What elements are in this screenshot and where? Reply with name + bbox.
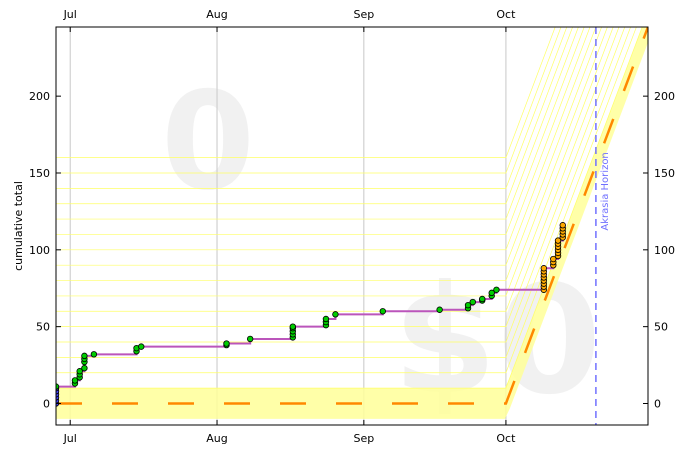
watermark-layer: 0 $0 <box>161 63 601 428</box>
x-tick-label-bottom: Sep <box>353 432 374 445</box>
road-guide-line <box>56 27 643 389</box>
road-guide-line <box>56 27 608 297</box>
y-tick-label-left: 150 <box>29 167 50 180</box>
y-tick-label-left: 0 <box>43 397 50 410</box>
data-point <box>379 308 386 315</box>
data-point <box>464 301 472 309</box>
x-tick-label-top: Aug <box>206 8 227 21</box>
data-point <box>289 323 296 330</box>
road-guide-line <box>56 27 620 328</box>
data-point <box>76 368 83 375</box>
data-point <box>138 343 145 350</box>
y-tick-label-left: 50 <box>36 321 50 334</box>
data-point <box>71 377 79 384</box>
data-point <box>554 237 562 244</box>
y-tick-label-right: 0 <box>654 397 661 410</box>
y-axis-label: cumulative total <box>12 181 25 271</box>
road-guide-line <box>56 27 602 281</box>
road-guide-line <box>56 27 637 374</box>
road-guide-line <box>56 27 626 343</box>
data-point <box>550 255 557 263</box>
x-tick-label-top: Sep <box>353 8 374 21</box>
axes: Akrasia Horizon 0 0 50 50 100 100 150 150 200 200 J… <box>29 8 675 445</box>
road-guide-line <box>56 27 568 189</box>
road-guide-line <box>56 27 556 158</box>
y-tick-label-left: 200 <box>29 90 50 103</box>
data-point <box>322 315 330 323</box>
data-point <box>493 286 500 293</box>
road-guide-line <box>56 27 562 174</box>
y-tick-label-right: 200 <box>654 90 675 103</box>
data-point <box>488 289 495 297</box>
data-point <box>436 306 443 313</box>
x-tick-label-top: Jul <box>63 8 77 21</box>
road-guide-line <box>56 27 585 235</box>
road-guide-line <box>56 27 631 358</box>
data-point <box>332 311 339 318</box>
data-point <box>469 298 476 306</box>
road-centerline <box>56 27 648 405</box>
road-guide-line <box>56 27 614 312</box>
y-tick-label-right: 50 <box>654 321 668 334</box>
data-point <box>223 340 230 347</box>
data-point <box>559 222 566 229</box>
data-point <box>479 295 486 303</box>
plot-frame <box>55 26 649 426</box>
x-tick-label-bottom: Jul <box>63 432 77 445</box>
road-guide-line <box>56 27 579 220</box>
road-guide-line <box>56 27 591 251</box>
plot-area <box>56 27 648 425</box>
y-tick-label-right: 150 <box>654 167 675 180</box>
x-tick-label-top: Oct <box>496 8 516 21</box>
x-tick-label-bottom: Aug <box>206 432 227 445</box>
y-tick-label-left: 100 <box>29 244 50 257</box>
goal-watermark: 0 <box>161 63 255 220</box>
data-point <box>90 351 98 358</box>
data-point <box>246 335 254 343</box>
road-guide-line <box>56 27 573 205</box>
data-point <box>81 364 88 372</box>
y-tick-label-right: 100 <box>654 244 675 257</box>
akrasia-horizon-label: Akrasia Horizon <box>600 152 611 230</box>
x-tick-label-bottom: Oct <box>496 432 516 445</box>
data-point <box>540 265 548 272</box>
road-guide-line <box>56 27 597 266</box>
data-point <box>81 352 88 360</box>
